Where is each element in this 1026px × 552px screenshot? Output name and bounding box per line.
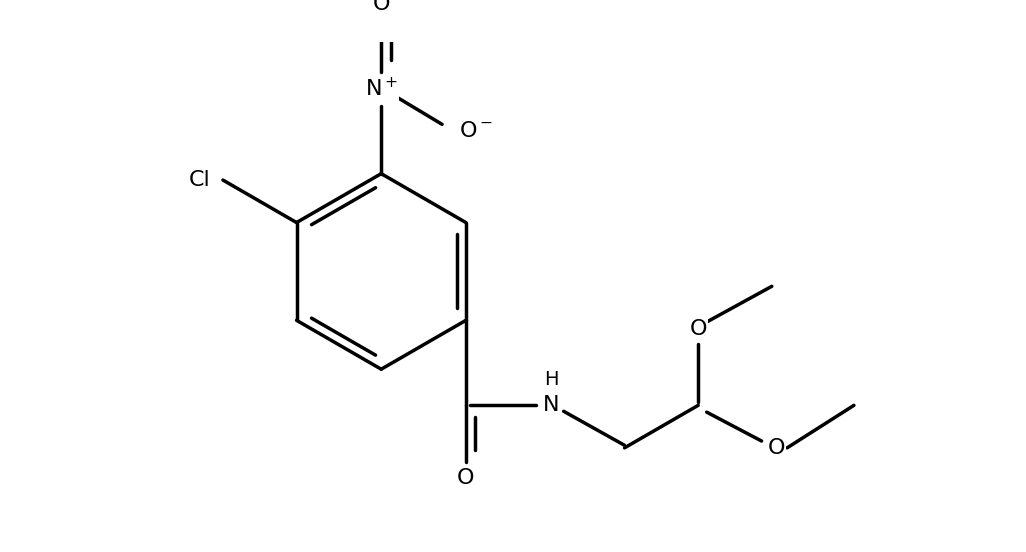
Text: H: H: [544, 370, 558, 389]
Text: O: O: [458, 468, 475, 487]
Text: N$^+$: N$^+$: [364, 77, 398, 100]
Text: Cl: Cl: [189, 170, 210, 190]
Text: O$^-$: O$^-$: [459, 121, 494, 141]
Text: N: N: [543, 395, 559, 415]
Text: O: O: [372, 0, 390, 14]
Text: O: O: [689, 319, 707, 339]
Text: O: O: [767, 438, 785, 458]
